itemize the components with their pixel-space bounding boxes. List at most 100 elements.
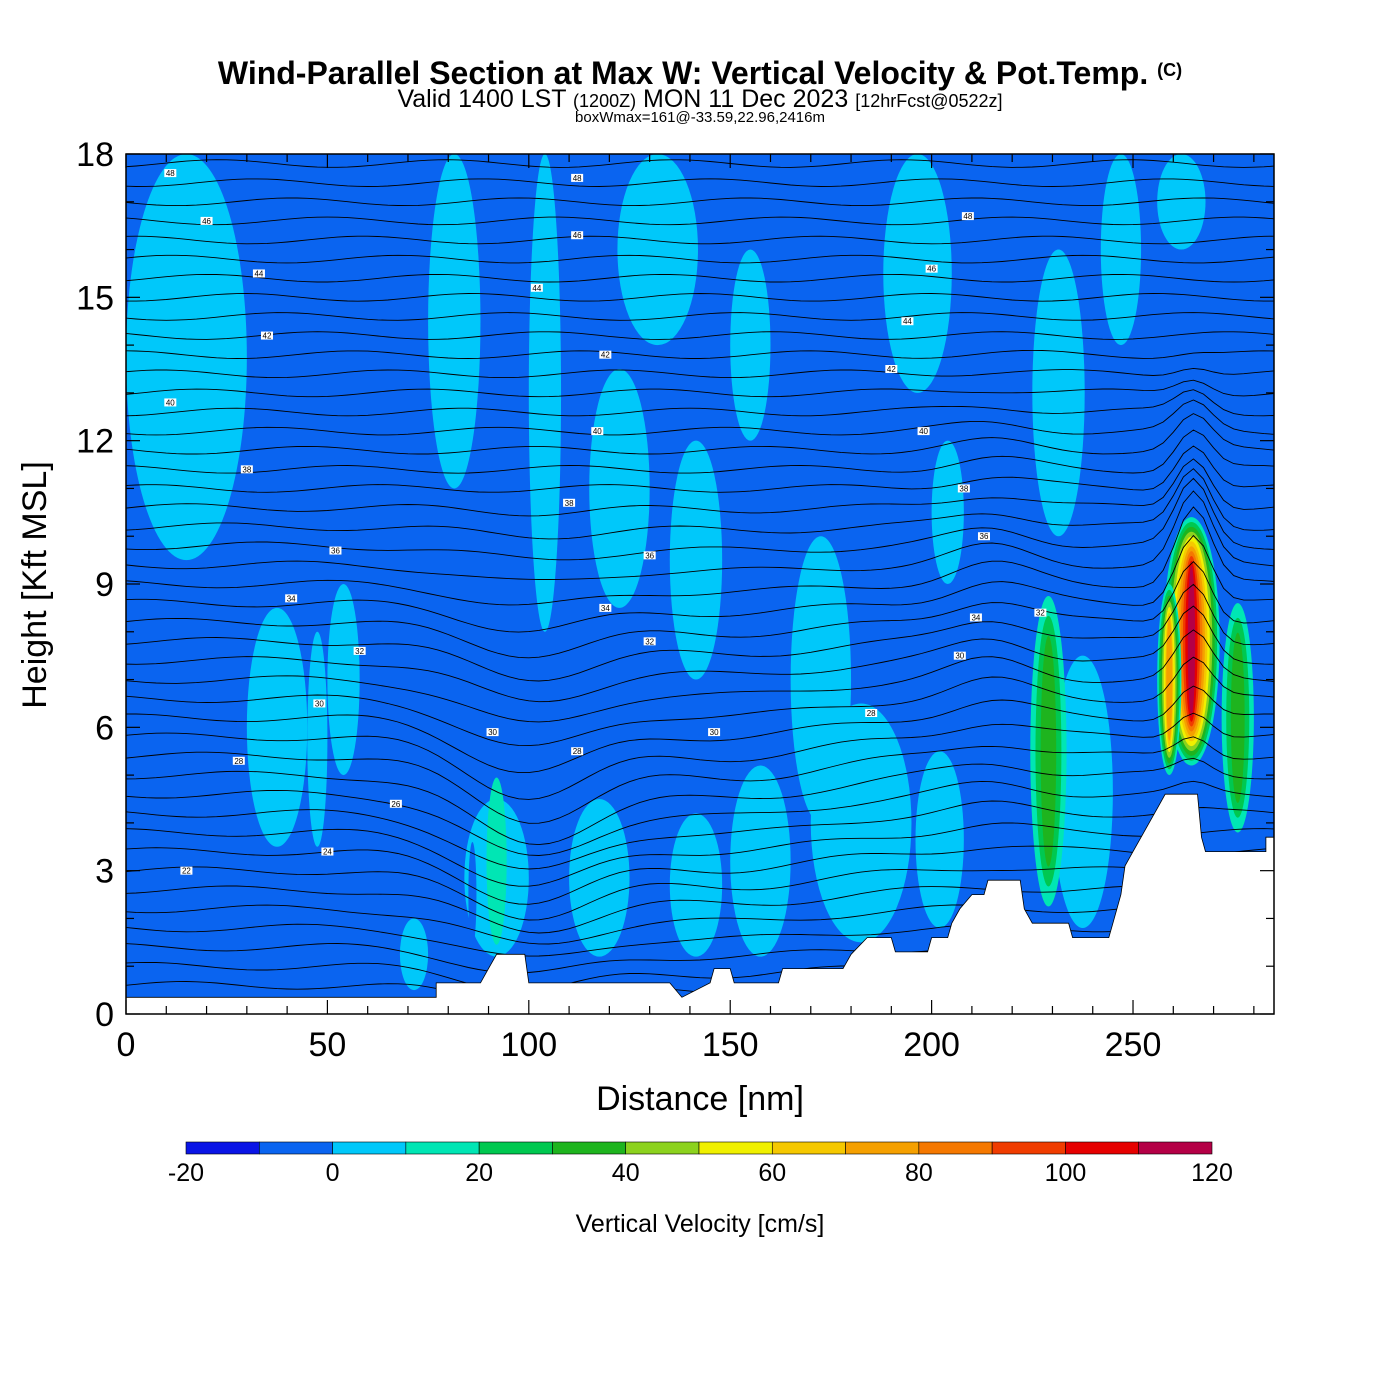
colorbar-tick-label: 60	[758, 1159, 786, 1187]
theta-label-box	[232, 756, 245, 765]
field-band	[569, 799, 630, 957]
theta-label-text: 44	[532, 284, 541, 293]
valid-date: MON 11 Dec 2023	[643, 85, 849, 113]
x-tick-label: 150	[702, 1026, 759, 1064]
theta-label: 44	[530, 283, 543, 293]
theta-contour	[126, 197, 1274, 207]
theta-label: 40	[591, 427, 604, 436]
theta-contour	[126, 736, 1274, 824]
forecast-info: [12hrFcst@0522z]	[855, 91, 1003, 111]
theta-label: 36	[977, 532, 990, 541]
theta-label-box	[571, 231, 584, 240]
theta-label-text: 30	[488, 728, 497, 737]
velocity-features	[468, 517, 1254, 955]
theta-contours	[126, 159, 1274, 1008]
y-tick-label: 15	[76, 279, 114, 317]
theta-label-box	[643, 637, 656, 646]
theta-label-box	[180, 866, 193, 875]
field-band	[428, 154, 481, 489]
theta-label-text: 48	[963, 212, 972, 221]
theta-label: 24	[321, 847, 334, 857]
colorbar-swatch	[1065, 1141, 1140, 1155]
theta-label: 30	[953, 651, 966, 661]
theta-label-box	[240, 465, 253, 474]
field-band	[1052, 655, 1113, 928]
colorbar-tick-label: -20	[168, 1159, 204, 1187]
theta-label-text: 28	[867, 709, 876, 718]
field-band	[126, 154, 247, 561]
theta-label-box	[708, 728, 721, 737]
theta-label: 36	[643, 551, 656, 560]
theta-label-text: 42	[887, 365, 896, 374]
theta-contour	[126, 656, 1274, 747]
theta-label-box	[164, 169, 177, 178]
theta-label: 22	[180, 866, 193, 876]
theta-contour	[126, 885, 1274, 934]
theta-label-text: 32	[645, 637, 654, 646]
velocity-cell	[486, 777, 507, 945]
theta-contour	[126, 458, 1274, 517]
box-wmax-info: boxWmax=161@-33.59,22.96,2416m	[575, 109, 825, 126]
theta-contour	[126, 429, 1274, 474]
theta-contour	[126, 757, 1274, 846]
theta-label: 42	[599, 350, 612, 360]
theta-label-text: 34	[601, 604, 610, 613]
theta-label-box	[571, 173, 584, 182]
theta-label: 30	[708, 728, 721, 737]
velocity-cell	[977, 595, 1011, 955]
theta-label-text: 28	[573, 747, 582, 756]
field-band	[1100, 154, 1142, 346]
chart-subtitle: Valid 1400 LST (1200Z) MON 11 Dec 2023 […	[0, 86, 1400, 114]
y-tick-label: 0	[95, 996, 114, 1034]
theta-label-box	[164, 398, 177, 407]
theta-label-text: 48	[573, 174, 582, 183]
theta-contour	[126, 685, 1274, 774]
theta-contour	[126, 389, 1274, 417]
terrain	[126, 793, 1274, 1014]
colorbar-tick-label: 80	[905, 1159, 933, 1187]
theta-contour	[126, 413, 1274, 455]
theta-contour	[126, 367, 1274, 379]
theta-contour	[126, 800, 1274, 870]
theta-contour	[126, 490, 1274, 580]
theta-label-text: 28	[234, 757, 243, 766]
field-band	[669, 440, 723, 680]
theta-label: 30	[486, 728, 499, 737]
theta-label: 46	[925, 264, 938, 274]
theta-label-box	[486, 728, 499, 737]
theta-label: 34	[285, 594, 298, 603]
colorbar-tick-label: 100	[1045, 1159, 1087, 1187]
theta-contour	[126, 273, 1274, 283]
x-tick-label: 200	[903, 1026, 960, 1064]
theta-label: 32	[353, 646, 366, 656]
x-tick-label: 50	[308, 1026, 346, 1064]
theta-label: 38	[240, 465, 253, 474]
theta-label-text: 48	[166, 169, 175, 178]
theta-label-text: 44	[254, 269, 263, 278]
theta-label-text: 34	[971, 613, 980, 622]
colorbar-swatch	[918, 1141, 993, 1155]
theta-label-text: 30	[315, 699, 324, 708]
theta-label-box	[885, 365, 898, 373]
theta-contour	[126, 845, 1274, 905]
field-band	[730, 765, 791, 957]
theta-contour	[126, 293, 1274, 302]
theta-label: 40	[917, 427, 930, 436]
field-band	[915, 751, 964, 928]
theta-label-box	[977, 532, 990, 541]
plot-area: 48 46 44 42 40 38 36 34 32 30 28 26 24 22 48 46 44 42 40 38…	[126, 154, 1274, 1014]
chart-title: Wind-Parallel Section at Max W: Vertical…	[0, 52, 1400, 91]
field-band	[883, 154, 952, 393]
theta-label-text: 24	[323, 848, 332, 857]
theta-label: 44	[252, 269, 265, 278]
theta-label-box	[865, 709, 878, 717]
theta-label-box	[313, 699, 326, 708]
theta-label: 34	[599, 603, 612, 613]
theta-label-box	[285, 594, 298, 603]
theta-label: 48	[571, 173, 584, 183]
theta-label: 28	[865, 709, 878, 718]
colorbar-swatch	[625, 1141, 700, 1155]
colorbar-swatch	[771, 1141, 846, 1155]
theta-label-text: 44	[903, 317, 912, 326]
